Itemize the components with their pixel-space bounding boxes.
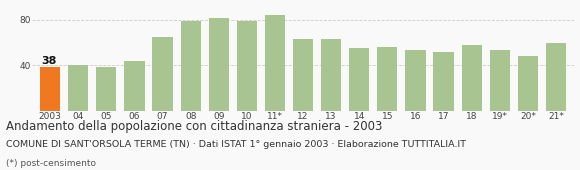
Text: 38: 38 <box>41 56 56 66</box>
Bar <box>321 39 341 110</box>
Bar <box>377 47 397 110</box>
Bar <box>546 42 566 110</box>
Bar <box>490 50 510 110</box>
Bar <box>40 67 60 110</box>
Bar <box>349 48 369 110</box>
Bar <box>209 18 229 110</box>
Text: (*) post-censimento: (*) post-censimento <box>6 159 96 168</box>
Bar <box>433 52 454 110</box>
Bar <box>518 56 538 110</box>
Text: Andamento della popolazione con cittadinanza straniera - 2003: Andamento della popolazione con cittadin… <box>6 120 382 133</box>
Bar <box>293 39 313 110</box>
Bar <box>153 37 173 111</box>
Text: COMUNE DI SANT'ORSOLA TERME (TN) · Dati ISTAT 1° gennaio 2003 · Elaborazione TUT: COMUNE DI SANT'ORSOLA TERME (TN) · Dati … <box>6 140 466 149</box>
Bar <box>462 45 482 110</box>
Bar <box>265 15 285 110</box>
Bar <box>405 50 426 110</box>
Bar <box>180 21 201 110</box>
Bar <box>237 21 257 110</box>
Bar <box>124 61 144 110</box>
Bar <box>96 67 117 110</box>
Bar <box>68 65 88 110</box>
